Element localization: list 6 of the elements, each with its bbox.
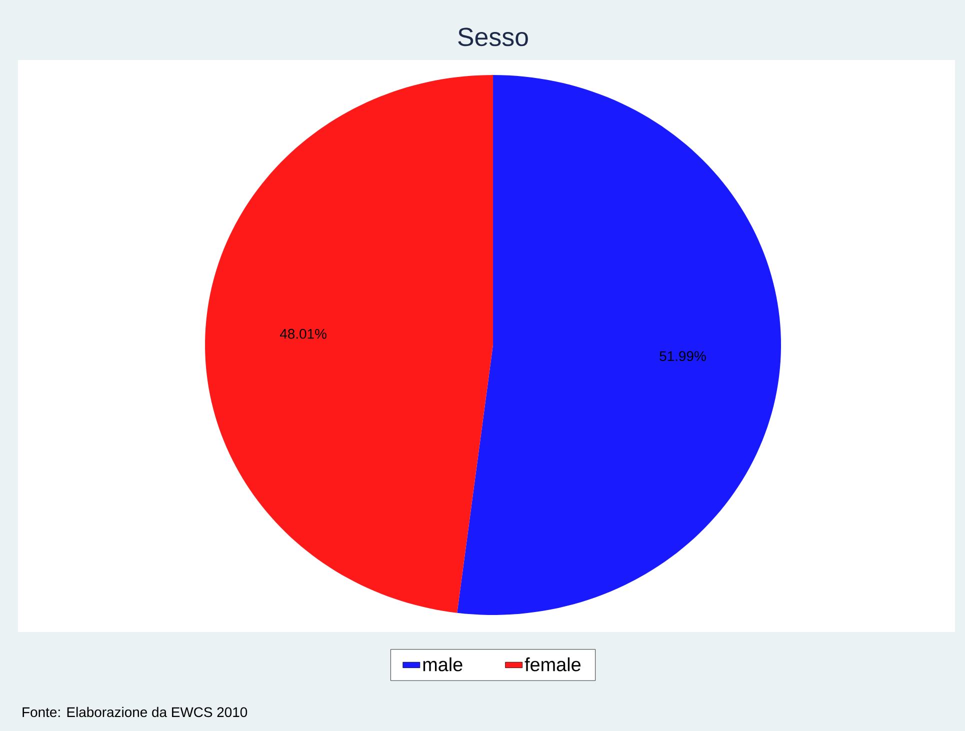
legend-label: female — [524, 657, 580, 672]
legend-label: male — [423, 657, 462, 672]
chart-title: Sesso — [458, 28, 528, 46]
data-label: 48.01% — [280, 328, 326, 339]
source-note: Fonte: Elaborazione da EWCS 2010 — [22, 706, 248, 718]
data-label: 51.99% — [660, 351, 706, 362]
